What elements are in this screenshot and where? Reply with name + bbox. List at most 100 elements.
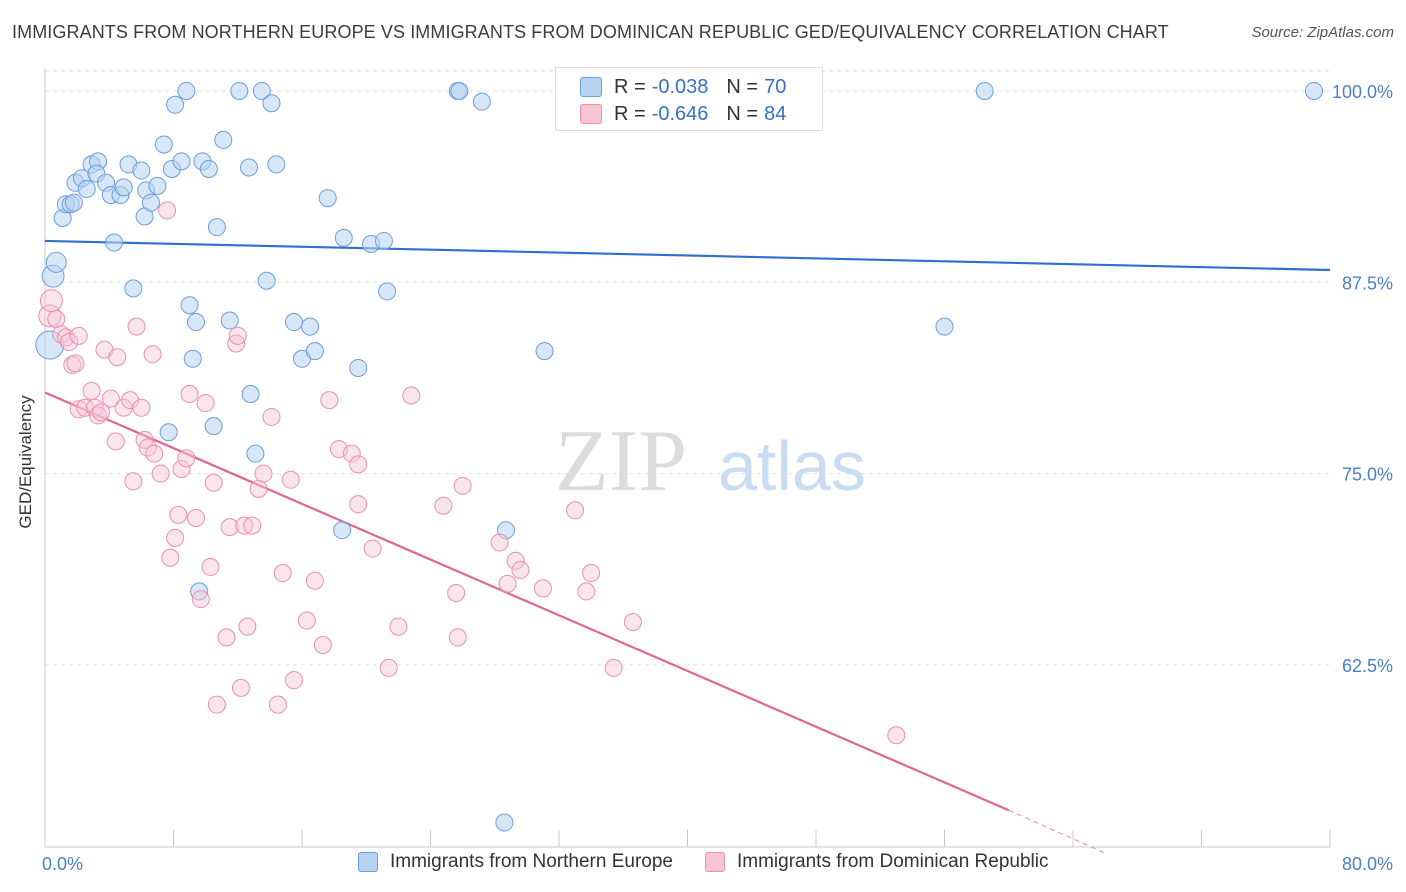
gridlines [45, 70, 1330, 666]
point-dominican-republic [207, 695, 226, 714]
legend-item-dominican-republic[interactable]: Immigrants from Dominican Republic [705, 851, 1049, 873]
point-dominican-republic [284, 671, 303, 690]
point-dominican-republic [169, 505, 188, 524]
point-dominican-republic [349, 495, 368, 514]
y-tick-label: 87.5% [1342, 273, 1393, 293]
data-points [35, 81, 1323, 832]
point-dominican-republic [217, 628, 236, 647]
point-dominican-republic [228, 326, 247, 345]
point-dominican-republic [114, 398, 133, 417]
point-dominican-republic [604, 658, 623, 677]
point-dominican-republic [506, 551, 525, 570]
legend-item-northern-europe[interactable]: Immigrants from Northern Europe [358, 851, 673, 873]
point-dominican-republic [127, 317, 146, 336]
point-dominican-republic [254, 464, 273, 483]
point-dominican-republic [180, 384, 199, 403]
legend-n-value-northern-europe: 70 [764, 75, 787, 98]
point-dominican-republic [533, 579, 552, 598]
point-northern-europe [975, 81, 994, 100]
point-dominican-republic [151, 464, 170, 483]
y-axis-title: GED/Equivalency [16, 395, 35, 529]
point-northern-europe [132, 161, 151, 180]
point-dominican-republic [320, 391, 339, 410]
point-dominican-republic [124, 472, 143, 491]
point-northern-europe [318, 189, 337, 208]
point-dominican-republic [379, 658, 398, 677]
point-dominican-republic [227, 334, 246, 353]
point-dominican-republic [268, 695, 287, 714]
tick-labels: 62.5% 75.0% 87.5% 100.0% 0.0% 80.0% [42, 82, 1393, 874]
point-dominican-republic [231, 678, 250, 697]
point-northern-europe [241, 384, 260, 403]
point-northern-europe [495, 813, 514, 832]
point-northern-europe [450, 81, 469, 100]
point-northern-europe [105, 233, 124, 252]
stats-legend: R = -0.038 N = 70 R = -0.646 N = 84 [555, 67, 823, 131]
point-northern-europe [472, 92, 491, 111]
point-northern-europe [301, 317, 320, 336]
point-dominican-republic [186, 508, 205, 527]
point-dominican-republic [243, 516, 262, 535]
source-attribution: Source: ZipAtlas.com [1251, 24, 1394, 41]
chart-title: IMMIGRANTS FROM NORTHERN EUROPE VS IMMIG… [12, 22, 1169, 42]
point-northern-europe [334, 228, 353, 247]
point-dominican-republic [389, 617, 408, 636]
point-northern-europe [207, 218, 226, 237]
point-northern-europe [180, 296, 199, 315]
point-dominican-republic [166, 528, 185, 547]
point-northern-europe [262, 94, 281, 113]
point-northern-europe [124, 279, 143, 298]
point-northern-europe [239, 158, 258, 177]
legend-label-dominican-republic: Immigrants from Dominican Republic [737, 851, 1049, 872]
point-northern-europe [204, 417, 223, 436]
point-northern-europe [305, 342, 324, 361]
point-northern-europe [190, 582, 209, 601]
point-dominican-republic [204, 473, 223, 492]
point-dominican-republic [196, 394, 215, 413]
legend-swatch-northern-europe [358, 852, 378, 872]
legend-swatch-dominican-republic [580, 104, 602, 124]
legend-swatch-northern-europe [580, 77, 602, 97]
point-dominican-republic [145, 444, 164, 463]
point-northern-europe [1304, 81, 1323, 100]
point-dominican-republic [363, 539, 382, 558]
point-dominican-republic [39, 289, 63, 313]
point-dominican-republic [69, 400, 88, 419]
zipatlas-watermark: ZIP atlas [555, 413, 866, 510]
point-northern-europe [183, 349, 202, 368]
point-dominican-republic [69, 326, 88, 345]
point-dominican-republic [313, 635, 332, 654]
legend-swatch-dominican-republic [705, 852, 725, 872]
point-dominican-republic [887, 726, 906, 745]
point-dominican-republic [172, 459, 191, 478]
point-dominican-republic [161, 548, 180, 567]
series-legend: Immigrants from Northern Europe Immigran… [358, 851, 1081, 873]
point-northern-europe [378, 282, 397, 301]
legend-r-value-northern-europe: -0.038 [651, 75, 709, 98]
point-dominican-republic [342, 444, 361, 463]
point-northern-europe [45, 251, 67, 273]
point-northern-europe [148, 176, 167, 195]
point-northern-europe [230, 81, 249, 100]
point-northern-europe [154, 135, 173, 154]
point-dominican-republic [158, 201, 177, 220]
legend-label-northern-europe: Immigrants from Northern Europe [390, 851, 673, 872]
point-dominican-republic [108, 348, 127, 367]
point-northern-europe [35, 330, 65, 360]
point-northern-europe [252, 81, 271, 100]
point-dominican-republic [297, 611, 316, 630]
point-dominican-republic [447, 583, 466, 602]
point-dominican-republic [582, 564, 601, 583]
point-dominican-republic [249, 479, 268, 498]
trendline-dominican-republic [44, 391, 1010, 812]
point-northern-europe [220, 311, 239, 330]
point-northern-europe [284, 313, 303, 332]
point-dominican-republic [82, 381, 101, 400]
watermark-atlas: atlas [718, 427, 866, 505]
point-dominican-republic [434, 496, 453, 515]
point-dominican-republic [273, 564, 292, 583]
point-northern-europe [77, 179, 96, 198]
point-northern-europe [172, 152, 191, 171]
point-northern-europe [246, 444, 265, 463]
